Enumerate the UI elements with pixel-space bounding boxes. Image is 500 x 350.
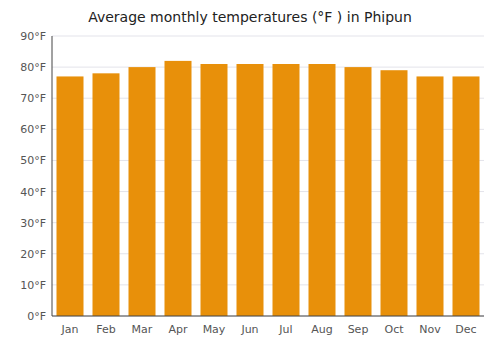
y-tick-label: 40°F — [20, 186, 46, 199]
y-tick-label: 0°F — [27, 310, 46, 323]
y-tick-label: 90°F — [20, 30, 46, 43]
bar — [129, 67, 156, 316]
x-tick-label: Aug — [311, 323, 332, 336]
x-tick-label: Apr — [168, 323, 188, 336]
y-axis: 0°F 10°F 20°F 30°F 40°F 50°F 60°F 70°F 80°F 90°F — [20, 30, 46, 323]
y-tick-label: 60°F — [20, 123, 46, 136]
x-tick-label: May — [203, 323, 226, 336]
y-grid — [52, 36, 484, 316]
chart-root: Average monthly temperatures (°F ) in Ph… — [0, 0, 500, 350]
y-axis-line — [52, 36, 53, 316]
grid-line — [52, 316, 484, 317]
bar — [417, 76, 444, 316]
y-tick-label: 80°F — [20, 61, 46, 74]
bar — [57, 76, 84, 316]
bar — [165, 61, 192, 316]
x-tick-label: Nov — [419, 323, 441, 336]
y-tick-label: 20°F — [20, 248, 46, 261]
x-tick-label: Oct — [384, 323, 404, 336]
x-tick-label: Mar — [132, 323, 153, 336]
bar — [93, 73, 120, 316]
bar — [309, 64, 336, 316]
y-tick-label: 30°F — [20, 217, 46, 230]
bars — [57, 61, 480, 316]
bar — [201, 64, 228, 316]
title: Average monthly temperatures (°F ) in Ph… — [88, 9, 412, 25]
grid-line — [52, 67, 484, 68]
x-tick-label: Jun — [240, 323, 258, 336]
y-tick-label: 10°F — [20, 279, 46, 292]
bar — [345, 67, 372, 316]
x-axis-line — [52, 316, 484, 317]
bar — [273, 64, 300, 316]
x-tick-label: Feb — [96, 323, 115, 336]
bar — [453, 76, 480, 316]
x-tick-label: Dec — [455, 323, 476, 336]
chart: Average monthly temperatures (°F ) in Ph… — [0, 0, 500, 350]
y-tick-label: 50°F — [20, 154, 46, 167]
x-tick-label: Sep — [348, 323, 369, 336]
bar — [237, 64, 264, 316]
x-tick-label: Jan — [61, 323, 79, 336]
bar — [381, 70, 408, 316]
grid-line — [52, 36, 484, 37]
x-axis: Jan Feb Mar Apr May Jun Jul Aug Sep Oct Nov Dec — [61, 323, 477, 336]
x-tick-label: Jul — [278, 323, 292, 336]
y-tick-label: 70°F — [20, 92, 46, 105]
